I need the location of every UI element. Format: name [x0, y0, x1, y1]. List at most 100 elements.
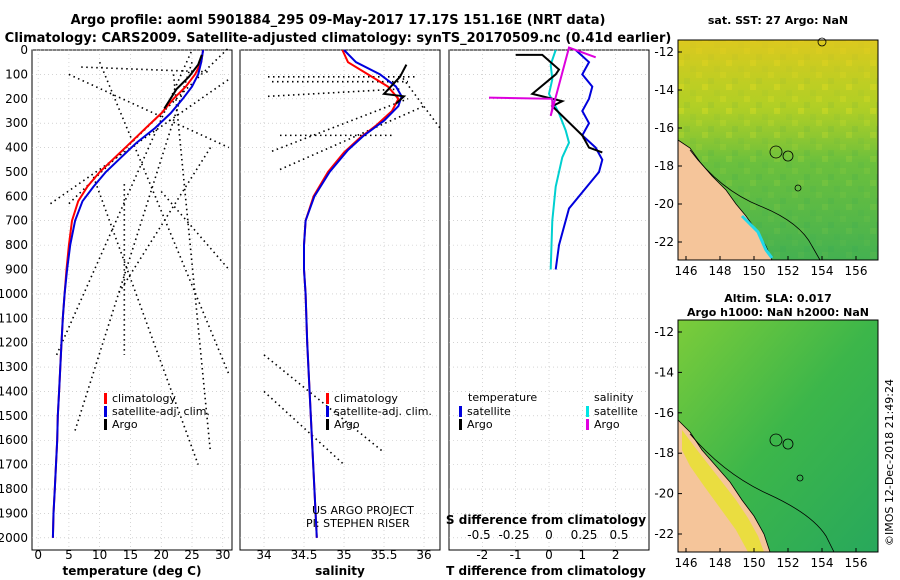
map-x-tick-label: 148 — [709, 556, 732, 570]
pi-annotation: PI: STEPHEN RISER — [306, 517, 410, 530]
argo-track-segment — [55, 49, 193, 356]
sla-map-title: Altim. SLA: 0.017 — [724, 292, 831, 305]
map-y-tick-label: -20 — [654, 197, 674, 211]
legend-climatology-label: climatology — [112, 392, 176, 405]
legend-temperature-title: temperature — [468, 391, 537, 404]
x2-tick-label: 0.5 — [609, 528, 628, 542]
coastal-cyan-strip — [740, 214, 774, 259]
legend-climatology-swatch — [104, 393, 107, 404]
argo-track-segment — [271, 98, 409, 152]
x-tick-label: 36 — [416, 548, 431, 562]
depth-tick-label: 1300 — [0, 360, 28, 374]
depth-axis: 0 100 200 300 400 500 600 700 800 900 1000 1100 1200… — [0, 43, 28, 545]
sst-map-title: sat. SST: 27 Argo: NaN — [708, 14, 848, 27]
legend-satellite-swatch — [326, 406, 329, 417]
x2-tick-label: -0.25 — [498, 528, 529, 542]
x-tick-label: 35 — [336, 548, 351, 562]
reef-outline — [782, 150, 794, 162]
profile-series — [51, 46, 604, 538]
x-tick-label: 20 — [154, 548, 169, 562]
sla-map-axes: 146 148 150 152 154 156 -12 -14 -16 -18 -20 -22 — [654, 325, 867, 570]
sla-map: Altim. SLA: 0.017 Argo h1000: NaN h2000:… — [654, 292, 879, 570]
depth-tick-label: 1700 — [0, 458, 28, 472]
bathymetry-contour — [689, 149, 821, 261]
argo-track-segment — [263, 390, 345, 466]
map-x-tick-label: 154 — [811, 264, 834, 278]
argo-track-segment — [81, 66, 211, 73]
map-x-tick-label: 156 — [845, 556, 868, 570]
series-line-salinity-satellite — [547, 49, 571, 270]
legend-satellite-label: satellite-adj. clim. — [334, 405, 432, 418]
argo-track-segment — [68, 46, 230, 205]
imos-credit: ©IMOS 12-Dec-2018 21:49:24 — [883, 379, 896, 546]
series-line-temperature-argo — [515, 53, 603, 154]
depth-tick-label: 1200 — [0, 336, 28, 350]
argo-track-segment — [160, 190, 230, 271]
argo-track-segment — [279, 105, 425, 171]
map-y-tick-label: -18 — [654, 446, 674, 460]
map-x-tick-label: 146 — [675, 264, 698, 278]
project-annotation: US ARGO PROJECT — [312, 504, 414, 517]
figure-title-line2: Climatology: CARS2009. Satellite-adjuste… — [5, 31, 672, 46]
legend-satellite-label: satellite-adj. clim. — [112, 405, 210, 418]
series-line-argo — [381, 64, 408, 105]
sla-map-frame — [677, 319, 879, 553]
depth-tick-label: 700 — [5, 214, 28, 228]
depth-tick-label: 1600 — [0, 433, 28, 447]
x-axes: 0 5 10 15 20 25 30 34 34.5 35 35.5 36 -2 -1 0 1 2 -0.5 -0.… — [34, 528, 628, 562]
map-y-tick-label: -14 — [654, 365, 674, 379]
map-y-tick-label: -18 — [654, 159, 674, 173]
depth-tick-label: 1000 — [0, 287, 28, 301]
depth-tick-label: 100 — [5, 67, 28, 81]
map-x-tick-label: 146 — [675, 556, 698, 570]
map-x-tick-label: 156 — [845, 264, 868, 278]
series-line-salinity-argo — [488, 46, 597, 117]
depth-tick-label: 800 — [5, 238, 28, 252]
salinity-legend: climatology satellite-adj. clim. Argo US… — [306, 392, 432, 530]
argo-track-segment — [50, 78, 230, 205]
legend-climatology-swatch — [326, 393, 329, 404]
reef-outline — [782, 438, 794, 450]
depth-tick-label: 1100 — [0, 311, 28, 325]
depth-tick-label: 1900 — [0, 506, 28, 520]
argo-track-segment — [68, 73, 230, 149]
depth-tick-label: 2000 — [0, 531, 28, 545]
map-x-tick-label: 148 — [709, 264, 732, 278]
map-y-tick-label: -12 — [654, 325, 674, 339]
coastal-yellow-strip — [682, 430, 764, 552]
legend-argo-label: Argo — [334, 418, 360, 431]
map-y-tick-label: -12 — [654, 45, 674, 59]
x-tick-label: 30 — [215, 548, 230, 562]
argo-track-lines — [50, 46, 441, 466]
x-tick-label: -1 — [510, 548, 522, 562]
x-tick-label: 15 — [123, 548, 138, 562]
legend-s-satellite-label: satellite — [594, 405, 638, 418]
depth-tick-label: 400 — [5, 141, 28, 155]
legend-satellite-swatch — [104, 406, 107, 417]
x-tick-label: 35.5 — [371, 548, 398, 562]
legend-t-satellite-swatch — [459, 406, 462, 417]
map-y-tick-label: -14 — [654, 83, 674, 97]
legend-climatology-label: climatology — [334, 392, 398, 405]
x-tick-label: 5 — [65, 548, 73, 562]
x-tick-label: 34.5 — [291, 548, 318, 562]
map-x-tick-label: 152 — [777, 556, 800, 570]
bathymetry-contour — [689, 433, 835, 553]
island-outline — [817, 37, 827, 47]
difference-legend: temperature salinity satellite Argo sate… — [459, 391, 638, 431]
x-tick-label: 2 — [612, 548, 620, 562]
series-line-satellite-adj-clim- — [51, 49, 205, 538]
series-line-argo — [163, 54, 203, 110]
x-tick-label: 34 — [256, 548, 271, 562]
sla-map-subtitle: Argo h1000: NaN h2000: NaN — [687, 306, 869, 319]
argo-track-segment — [399, 73, 441, 129]
map-y-tick-label: -20 — [654, 487, 674, 501]
depth-tick-label: 600 — [5, 189, 28, 203]
map-x-tick-label: 150 — [743, 264, 766, 278]
legend-t-argo-label: Argo — [467, 418, 493, 431]
legend-t-satellite-label: satellite — [467, 405, 511, 418]
sst-map-frame — [677, 39, 879, 261]
depth-tick-label: 1800 — [0, 482, 28, 496]
island-outline — [796, 474, 804, 482]
reef-outline — [769, 433, 783, 447]
